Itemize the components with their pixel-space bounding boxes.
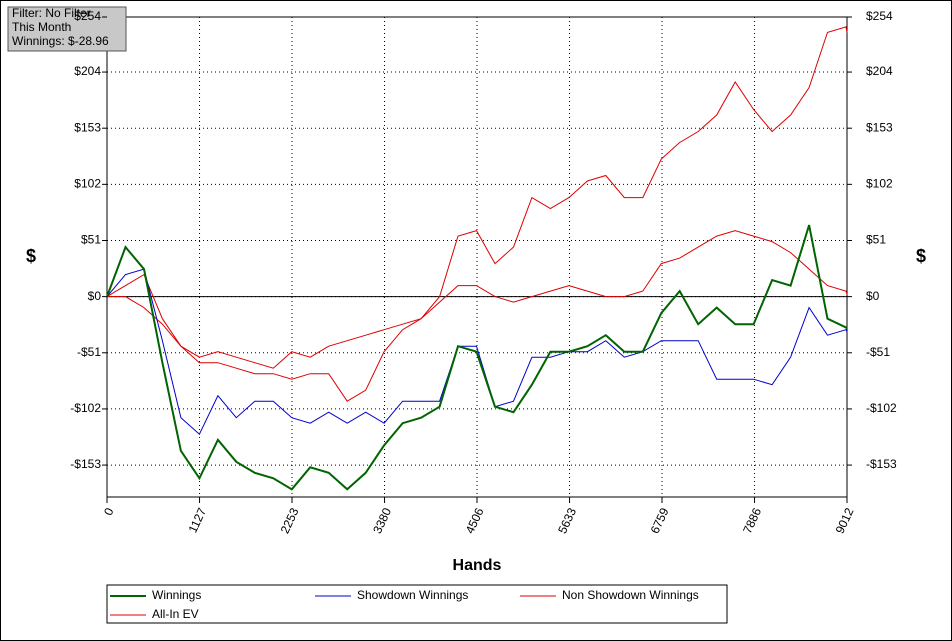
legend-label: All-In EV (152, 607, 199, 621)
y2-tick-label: $254 (866, 9, 893, 23)
y-tick-label: $254 (74, 9, 101, 23)
legend-label: Winnings (152, 588, 201, 602)
y2-axis-label: $ (916, 246, 926, 266)
y2-tick-label: $204 (866, 64, 893, 78)
info-filter: Filter: No Filter (12, 6, 91, 20)
y-tick-label: $0 (88, 289, 102, 303)
y2-tick-label: -$102 (866, 401, 897, 415)
series-line (106, 26, 848, 402)
series-line (106, 224, 848, 491)
y2-tick-label: $0 (866, 289, 880, 303)
y-tick-label: $102 (74, 177, 101, 191)
y-tick-label: -$51 (77, 345, 101, 359)
info-winnings: Winnings: $-28.96 (12, 34, 109, 48)
y-tick-label: $51 (81, 233, 101, 247)
y-tick-label: $204 (74, 64, 101, 78)
legend-label: Non Showdown Winnings (562, 588, 699, 602)
info-period: This Month (12, 20, 71, 34)
y-tick-label: $153 (74, 120, 101, 134)
y-axis-label: $ (26, 246, 36, 266)
y-tick-label: -$153 (70, 457, 101, 471)
y2-tick-label: $153 (866, 120, 893, 134)
legend (106, 584, 728, 624)
y2-tick-label: -$51 (866, 345, 890, 359)
legend-label: Showdown Winnings (357, 588, 468, 602)
y-tick-label: -$102 (70, 401, 101, 415)
series-line (107, 230, 848, 369)
info-box (7, 6, 127, 52)
series-group (106, 16, 848, 497)
x-axis-label: Hands (453, 557, 502, 574)
y2-tick-label: $102 (866, 177, 893, 191)
y2-tick-label: $51 (866, 233, 886, 247)
y2-tick-label: -$153 (866, 457, 897, 471)
